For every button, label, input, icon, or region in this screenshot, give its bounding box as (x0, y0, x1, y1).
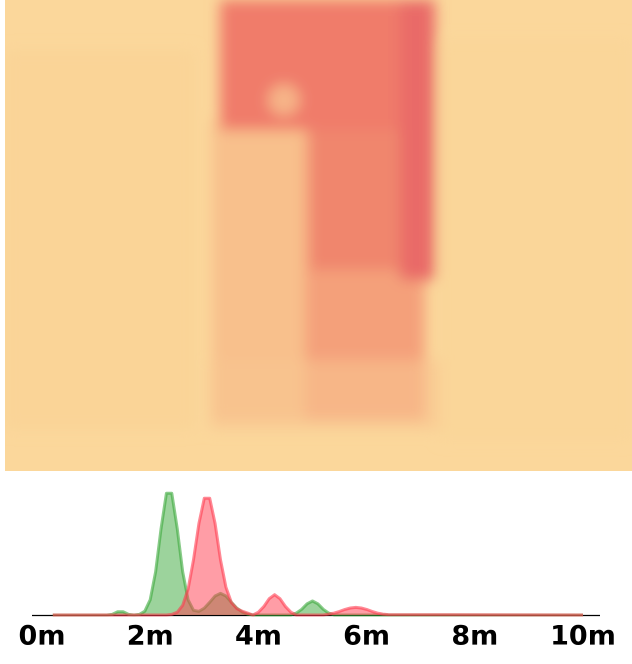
x-tick-label: 6m (343, 621, 390, 652)
depth-map (5, 0, 632, 471)
x-tick-label: 0m (19, 621, 66, 652)
density-line (52, 491, 583, 617)
x-tick-label: 8m (451, 621, 498, 652)
x-tick-label: 2m (127, 621, 174, 652)
x-tick-label: 4m (235, 621, 282, 652)
density-area (52, 498, 584, 615)
x-tick-label: 10m (550, 621, 616, 652)
density-area (52, 493, 584, 615)
density-line (52, 496, 584, 617)
